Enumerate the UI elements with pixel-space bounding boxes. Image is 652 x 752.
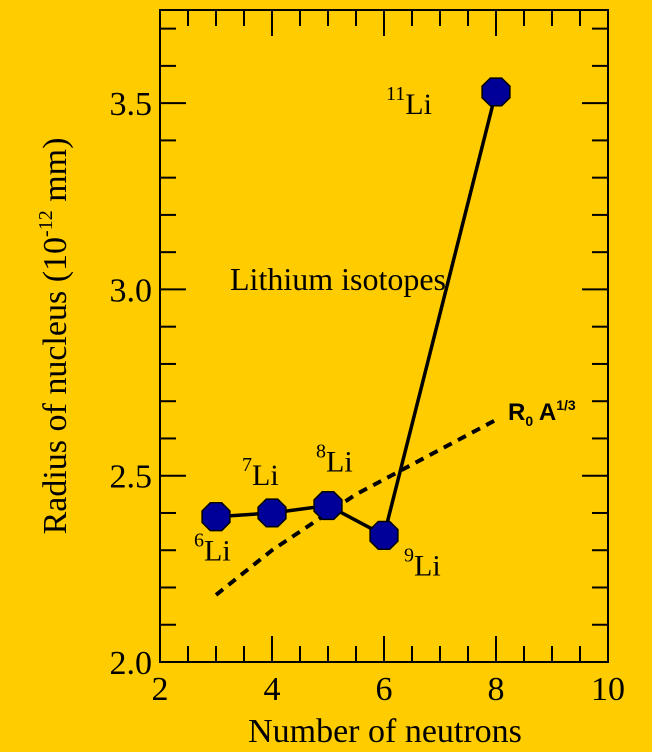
y-tick-label: 2.0: [110, 645, 153, 682]
data-point: [313, 490, 343, 521]
r0-a13-curve: [214, 418, 497, 597]
x-tick-label: 4: [264, 671, 281, 708]
isotope-label: 7Li: [242, 454, 279, 492]
isotope-label: 11Li: [386, 83, 432, 121]
point-labels: 6Li 7Li 8Li 9Li 11Li: [194, 83, 441, 582]
y-tick-label: 3.0: [110, 272, 153, 309]
isotope-label: 9Li: [404, 544, 441, 582]
x-tick-label: 2: [152, 671, 169, 708]
y-tick-label: 2.5: [110, 459, 153, 496]
isotope-label: 8Li: [316, 441, 353, 479]
x-tick-label: 6: [376, 671, 393, 708]
data-point: [481, 77, 511, 107]
y-tick-label: 3.5: [110, 86, 153, 123]
data-point: [369, 520, 399, 550]
x-tick-label: 10: [591, 671, 625, 708]
isotope-label: 6Li: [194, 530, 231, 568]
curve-label-r0-a13: R0 A1/3: [508, 397, 576, 429]
dashed-curve: [214, 418, 497, 597]
y-axis-title: Radius of nucleus (10-12 mm): [35, 138, 74, 535]
data-point: [257, 498, 287, 528]
ticks: 2.0 2.5 3.0 3.5 2 4 6 8 10: [110, 10, 625, 708]
data-point: [201, 502, 231, 532]
annotation-lithium-isotopes: Lithium isotopes: [230, 261, 446, 297]
x-axis-title: Number of neutrons: [248, 713, 522, 750]
markers: [201, 77, 511, 550]
x-tick-label: 8: [488, 671, 505, 708]
